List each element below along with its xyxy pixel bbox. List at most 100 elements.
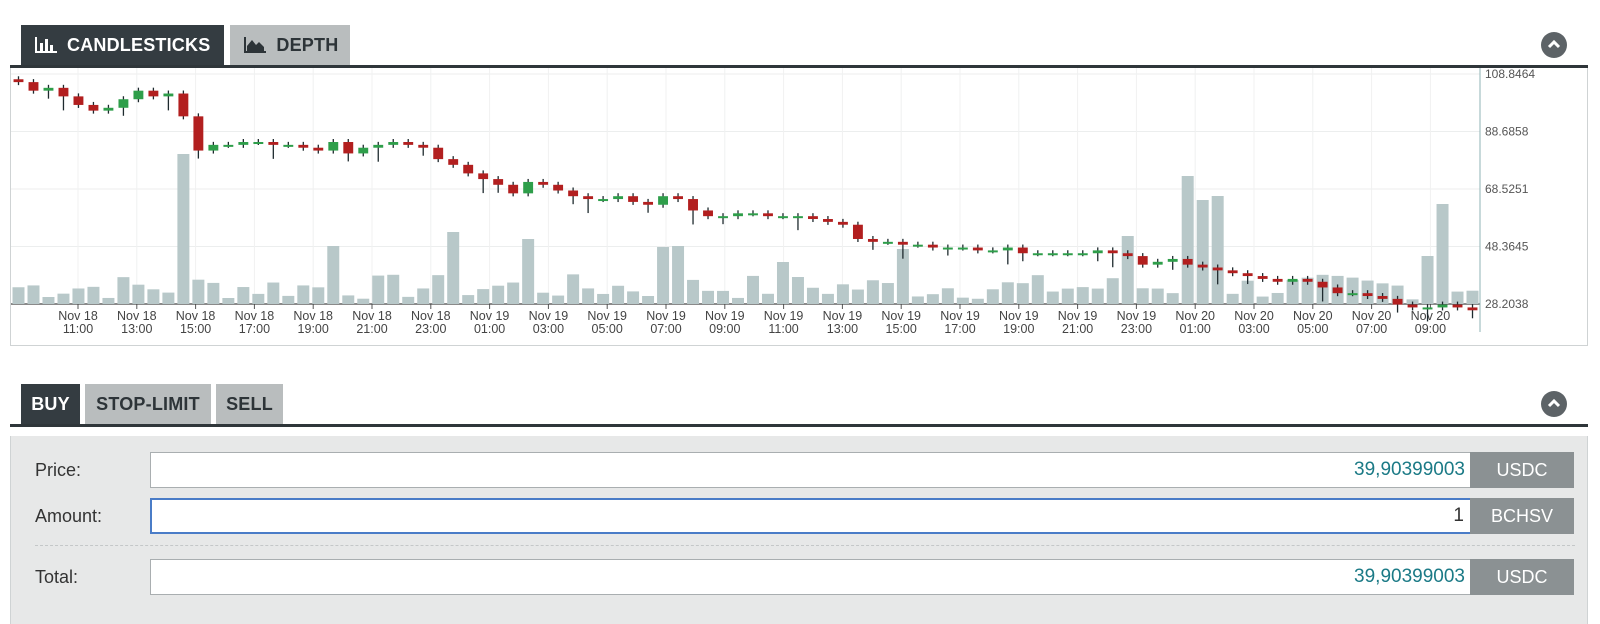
order-tabs: BUY STOP-LIMIT SELL xyxy=(21,384,283,424)
x-tick-label-date: Nov 18 xyxy=(176,309,216,323)
candle-down xyxy=(433,147,444,160)
x-tick-label-date: Nov 20 xyxy=(1352,309,1392,323)
volume-bar xyxy=(252,293,265,304)
x-tick-label-time: 01:00 xyxy=(474,322,505,336)
candle-down xyxy=(688,199,698,211)
tab-stop-limit-label: STOP-LIMIT xyxy=(96,393,200,414)
volume-bar xyxy=(1226,293,1239,304)
candle-up xyxy=(987,250,998,253)
volume-bar xyxy=(986,289,999,304)
candle-up xyxy=(1167,258,1178,262)
candle-down xyxy=(1377,296,1388,299)
x-tick-label-time: 07:00 xyxy=(650,322,681,336)
y-tick-label: 48.3645 xyxy=(1485,239,1529,253)
candle-up xyxy=(253,142,264,145)
volume-bar xyxy=(177,154,190,304)
volume-bar xyxy=(926,294,939,304)
candle-up xyxy=(793,216,803,219)
x-tick-label-time: 09:00 xyxy=(709,322,740,336)
volume-bar xyxy=(447,232,460,304)
volume-bar xyxy=(282,295,295,304)
volume-bar xyxy=(1286,280,1299,304)
total-input[interactable]: 39,90399003 xyxy=(150,559,1474,595)
price-input[interactable]: 39,90399003 xyxy=(150,452,1474,488)
volume-bar xyxy=(567,274,580,304)
x-tick-label-time: 23:00 xyxy=(415,322,446,336)
x-tick-label-date: Nov 19 xyxy=(823,309,863,323)
volume-bar xyxy=(1241,280,1254,304)
volume-bar xyxy=(1076,287,1089,304)
x-tick-label-date: Nov 19 xyxy=(999,309,1039,323)
candle-down xyxy=(1392,298,1403,305)
x-tick-label-date: Nov 18 xyxy=(235,309,275,323)
tab-depth[interactable]: DEPTH xyxy=(230,25,351,65)
volume-bar xyxy=(42,296,55,304)
x-tick-label-date: Nov 19 xyxy=(646,309,686,323)
candle-down xyxy=(897,241,908,245)
volume-bar xyxy=(87,286,100,304)
candle-down xyxy=(1257,276,1268,279)
volume-bar xyxy=(327,246,340,304)
x-tick-label-time: 03:00 xyxy=(533,322,564,336)
x-tick-label-time: 19:00 xyxy=(1003,322,1034,336)
x-tick-label-date: Nov 18 xyxy=(117,309,157,323)
candle-down xyxy=(1107,250,1118,254)
volume-bar xyxy=(911,296,924,304)
order-collapse-button[interactable] xyxy=(1541,391,1567,417)
tab-buy-label: BUY xyxy=(31,393,70,414)
candle-down xyxy=(88,104,99,111)
candle-up xyxy=(1032,253,1043,256)
candle-up xyxy=(1047,253,1058,256)
candle-down xyxy=(1452,304,1463,308)
tab-sell[interactable]: SELL xyxy=(216,384,283,424)
candle-up xyxy=(733,213,743,217)
x-tick-label-time: 17:00 xyxy=(944,322,975,336)
volume-bar xyxy=(432,275,445,304)
x-tick-label-time: 15:00 xyxy=(180,322,211,336)
x-tick-label-date: Nov 19 xyxy=(705,309,745,323)
tab-stop-limit[interactable]: STOP-LIMIT xyxy=(85,384,211,424)
candlestick-chart[interactable]: 108.8464 88.6858 68.5251 48.3645 28.2038 Nov … xyxy=(10,68,1588,346)
y-tick-label: 28.2038 xyxy=(1485,297,1529,311)
candle-down xyxy=(837,221,848,225)
volume-bar xyxy=(672,246,685,304)
y-tick-label: 68.5251 xyxy=(1485,182,1529,196)
candle-down xyxy=(643,201,654,205)
candle-down xyxy=(493,179,504,185)
x-tick-label-time: 15:00 xyxy=(886,322,917,336)
tab-sell-label: SELL xyxy=(226,393,273,414)
candle-up xyxy=(613,196,624,200)
volume-bar xyxy=(1391,285,1404,304)
candle-up xyxy=(328,142,339,151)
candle-down xyxy=(478,173,489,180)
volume-bar xyxy=(297,285,310,304)
volume-bar xyxy=(192,279,205,304)
candle-down xyxy=(1302,278,1313,282)
price-row: Price: 39,90399003 USDC xyxy=(11,452,1587,488)
x-tick-label-date: Nov 18 xyxy=(411,309,451,323)
x-tick-label-time: 11:00 xyxy=(63,322,93,336)
volume-bar xyxy=(1061,288,1074,304)
candle-down xyxy=(193,116,204,151)
volume-bar xyxy=(956,297,969,304)
candle-down xyxy=(1467,307,1478,311)
candle-up xyxy=(238,142,249,145)
candle-down xyxy=(343,142,354,154)
tab-candlesticks[interactable]: CANDLESTICKS xyxy=(21,25,225,65)
x-tick-label-date: Nov 18 xyxy=(352,309,392,323)
chevron-up-icon xyxy=(1547,395,1561,413)
x-tick-label-date: Nov 18 xyxy=(58,309,98,323)
volume-bar xyxy=(507,282,520,304)
amount-input[interactable]: 1 xyxy=(150,498,1474,534)
volume-bar xyxy=(851,289,864,304)
chart-collapse-button[interactable] xyxy=(1541,32,1567,58)
candle-down xyxy=(1137,256,1148,265)
volume-bar xyxy=(702,290,715,304)
volume-bar xyxy=(971,298,984,304)
candle-down xyxy=(852,224,863,239)
tab-buy[interactable]: BUY xyxy=(21,384,80,424)
x-tick-label-time: 11:00 xyxy=(768,322,798,336)
volume-bar xyxy=(1001,282,1014,304)
volume-bar xyxy=(1016,283,1029,304)
candle-down xyxy=(972,247,983,251)
